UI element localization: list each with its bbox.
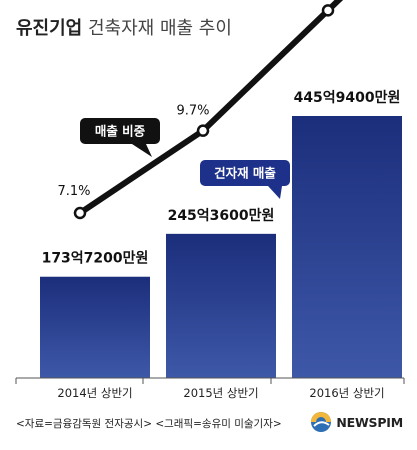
source-note: <자료=금융감독원 전자공시> <그래픽=송유미 미술기자> [16, 418, 282, 430]
legend-callout-sales-box [200, 160, 290, 186]
line-point-1 [73, 206, 87, 220]
legend-callout-sales-pointer [268, 186, 282, 199]
chart-title-subtitle: 건축자재 매출 추이 [87, 18, 232, 39]
bar-value-label-3: 445억9400만원 [294, 90, 401, 106]
bar-value-label-1: 173억7200만원 [42, 251, 149, 267]
bar-value-label-2: 245억3600만원 [168, 208, 275, 224]
line-point-2 [196, 124, 210, 137]
bar-1 [40, 276, 150, 378]
line-series-share [77, 0, 344, 216]
line-value-label-1: 7.1% [57, 184, 90, 199]
legend-callout-share: 매출 비중 [80, 118, 160, 157]
line-point-3 [321, 4, 335, 17]
bar-2 [166, 233, 276, 378]
x-tick-label-3: 2016년 상반기 [309, 386, 384, 400]
legend-callout-share-pointer [132, 144, 152, 157]
legend-callout-sales: 건자재 매출 [200, 160, 290, 199]
chart-title-brand: 유진기업 [16, 18, 83, 39]
bar-3 [292, 116, 402, 378]
newspim-logo: NEWSPIM [310, 411, 403, 433]
legend-callout-share-box [80, 118, 160, 144]
x-tick-label-1: 2014년 상반기 [57, 386, 132, 400]
line-value-label-2: 9.7% [176, 104, 209, 119]
newspim-logo-icon [311, 412, 332, 432]
x-tick-label-2: 2015년 상반기 [183, 386, 258, 400]
newspim-logo-text: NEWSPIM [336, 414, 403, 430]
chart-title: 유진기업 건축자재 매출 추이 [16, 14, 232, 40]
legend-callout-sales-label: 건자재 매출 [214, 166, 276, 181]
legend-callout-share-label: 매출 비중 [95, 124, 146, 139]
